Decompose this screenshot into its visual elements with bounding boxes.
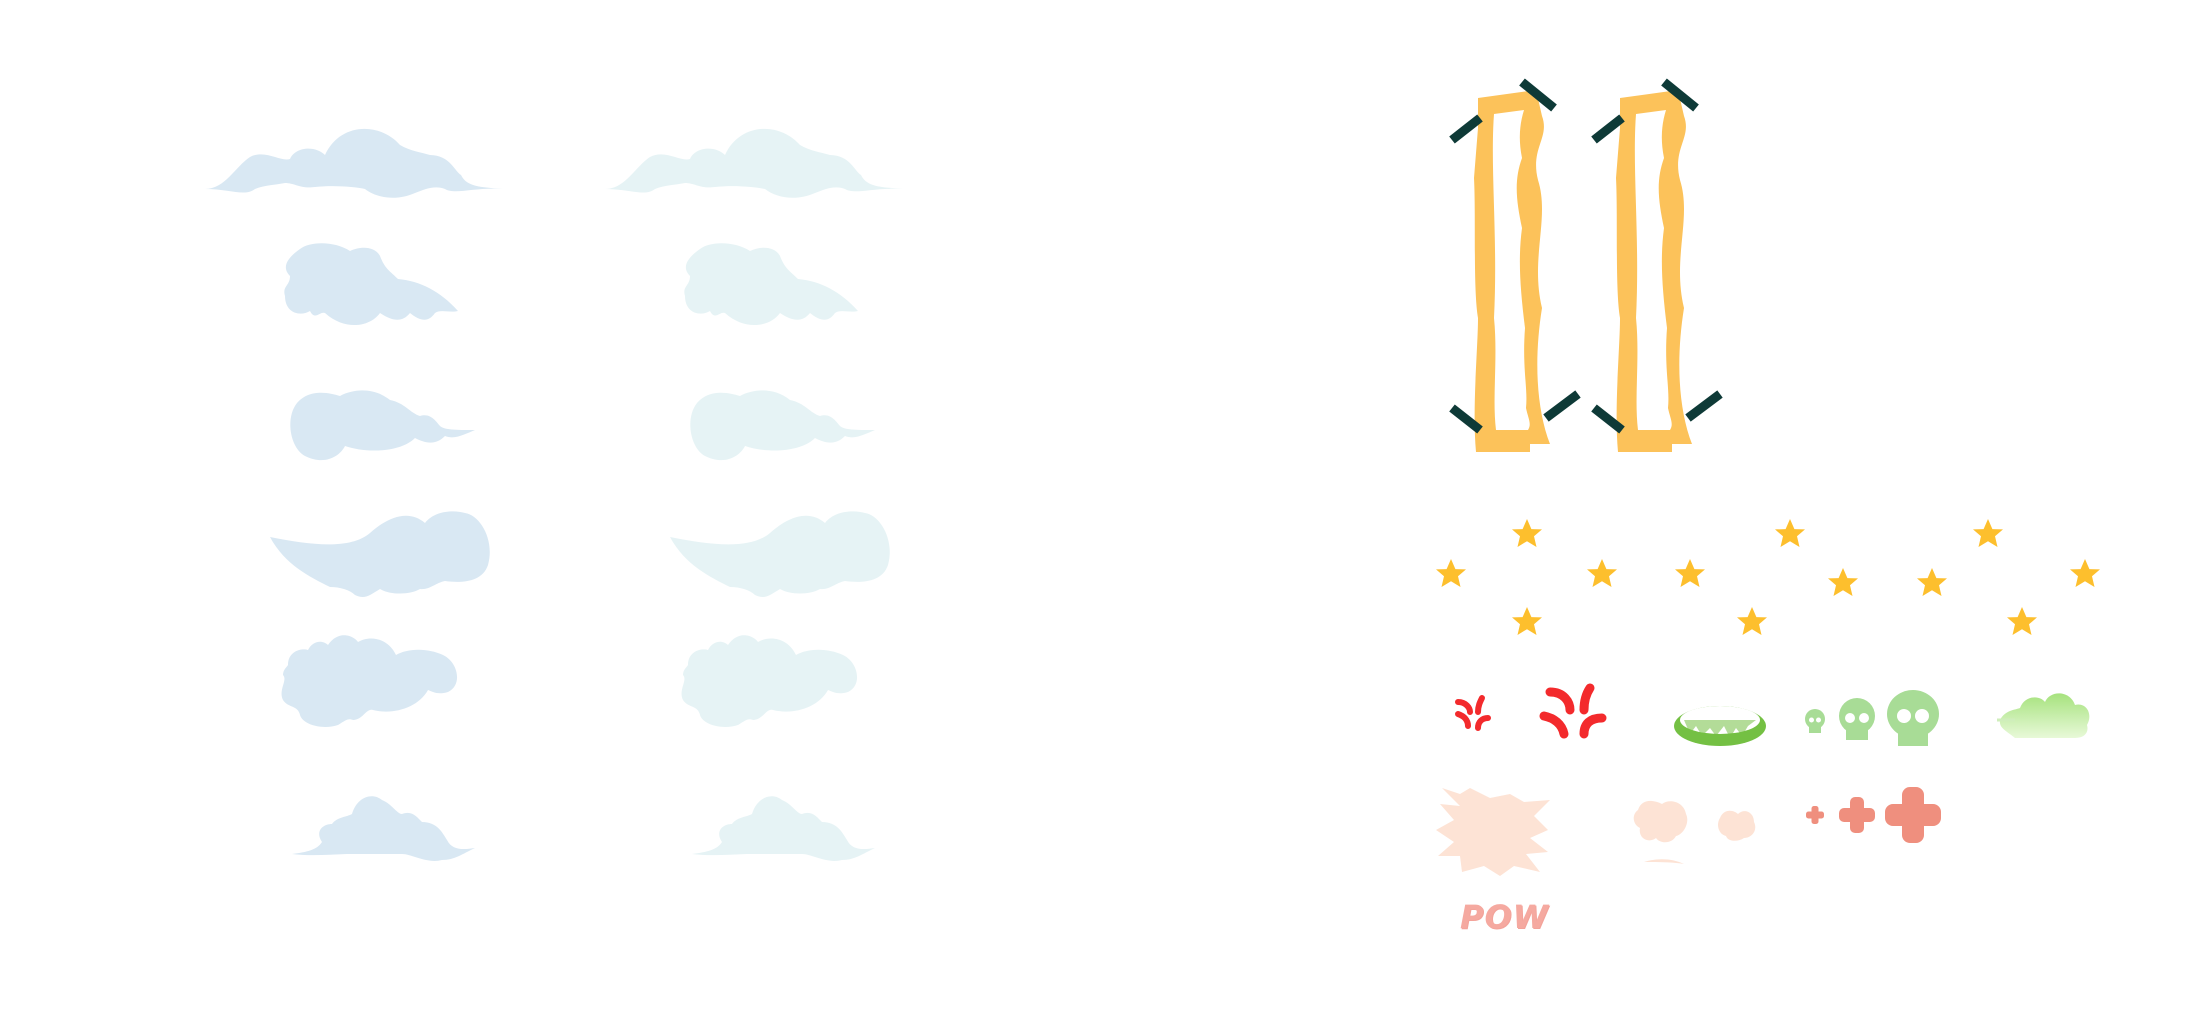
anger-vein-icon	[1539, 683, 1607, 739]
cross-icon	[1839, 797, 1875, 833]
star-icon	[1675, 559, 1705, 587]
star-icon	[1512, 607, 1542, 635]
big-cumulus-cloud	[681, 635, 858, 727]
star-icon	[1436, 559, 1466, 587]
scroll-right	[1591, 78, 1723, 452]
star-icon	[1587, 559, 1617, 587]
smoke-puff-icon	[1633, 800, 1688, 864]
star-icon	[1917, 568, 1947, 596]
star-icon	[1775, 519, 1805, 547]
wide-wisp-cloud	[605, 128, 903, 198]
cross-icon	[1806, 806, 1824, 824]
round-cloud	[690, 390, 875, 461]
skull-icon	[1805, 709, 1825, 733]
swoosh-cloud	[670, 511, 890, 598]
small-hill-cloud	[692, 796, 875, 861]
cloud-column-pale	[605, 128, 903, 861]
star-icon	[1737, 607, 1767, 635]
cloud-column-blue	[205, 128, 503, 861]
burst-icon	[1436, 788, 1550, 876]
cross-icon	[1885, 787, 1941, 843]
star-icon	[1973, 519, 2003, 547]
star-icon	[2070, 559, 2100, 587]
small-hill-cloud	[292, 796, 475, 861]
big-cumulus-cloud	[281, 635, 458, 727]
star-group	[1436, 519, 2100, 635]
round-cloud	[290, 390, 475, 461]
gas-cloud-icon	[1997, 693, 2090, 738]
pow-label: POW	[1460, 898, 1549, 936]
puffy-tail-cloud	[684, 243, 858, 326]
skull-icon	[1887, 690, 1939, 746]
skull-icon	[1839, 698, 1875, 740]
scroll-left	[1449, 78, 1581, 452]
wide-wisp-cloud	[205, 128, 503, 198]
star-icon	[2007, 607, 2037, 635]
smoke-puff-icon	[1718, 810, 1756, 841]
anger-vein-icon	[1455, 695, 1491, 731]
star-icon	[1512, 519, 1542, 547]
toxic-ring-icon	[1674, 706, 1766, 746]
puffy-tail-cloud	[284, 243, 458, 326]
star-icon	[1828, 568, 1858, 596]
swoosh-cloud	[270, 511, 490, 598]
